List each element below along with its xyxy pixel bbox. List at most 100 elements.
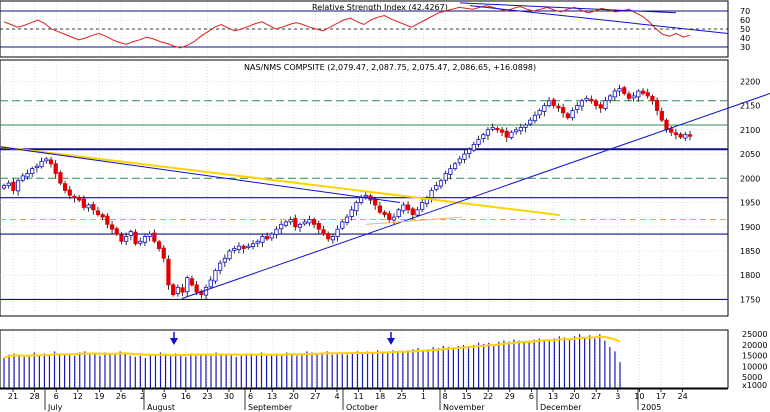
candle-body bbox=[363, 194, 368, 198]
candle-body bbox=[358, 197, 364, 203]
x-day-label: 6 bbox=[248, 392, 253, 401]
rsi-tick-label: 40 bbox=[740, 34, 750, 43]
price-tick-label: 2000 bbox=[740, 174, 760, 183]
price-title: NAS/NMS COMPSITE (2,079.47, 2,087.75, 2,… bbox=[244, 63, 536, 72]
candle-body bbox=[218, 262, 223, 271]
volume-tick-label: 25000 bbox=[742, 330, 767, 339]
candle-body bbox=[528, 119, 533, 125]
trendline bbox=[0, 146, 401, 204]
candle-body bbox=[349, 209, 354, 217]
rsi-tick-label: 70 bbox=[740, 7, 750, 16]
x-month-label: August bbox=[147, 403, 175, 412]
candle-body bbox=[467, 148, 472, 154]
candle-body bbox=[669, 128, 674, 133]
candle-body bbox=[232, 248, 237, 251]
rsi-tick-label: 30 bbox=[740, 43, 750, 52]
x-day-label: 22 bbox=[483, 392, 493, 401]
candle-body bbox=[260, 236, 265, 243]
candle-body bbox=[307, 219, 312, 224]
candle-body bbox=[438, 180, 444, 187]
volume-average-line bbox=[3, 335, 621, 359]
x-day-label: 26 bbox=[116, 392, 126, 401]
candle-body bbox=[62, 183, 68, 191]
candle-body bbox=[175, 286, 180, 295]
price-tick-label: 2150 bbox=[740, 102, 760, 111]
candle-body bbox=[161, 247, 166, 259]
candle-body bbox=[579, 100, 585, 107]
candle-body bbox=[147, 233, 152, 237]
candle-body bbox=[405, 204, 411, 211]
candle-body bbox=[95, 210, 101, 216]
candle-body bbox=[514, 129, 519, 133]
candle-body bbox=[72, 195, 77, 199]
x-day-label: 29 bbox=[505, 392, 515, 401]
candle-body bbox=[166, 258, 171, 286]
candle-body bbox=[109, 224, 115, 230]
candle-body bbox=[274, 228, 279, 235]
candle-body bbox=[344, 216, 350, 223]
candle-body bbox=[650, 96, 655, 102]
candle-body bbox=[565, 113, 570, 119]
volume-tick-label: x1000 bbox=[742, 381, 767, 390]
candle-body bbox=[391, 216, 397, 221]
candle-body bbox=[452, 163, 458, 170]
candle-body bbox=[476, 139, 481, 145]
candle-body bbox=[499, 129, 505, 133]
candle-body bbox=[551, 99, 556, 107]
x-month-label: July bbox=[47, 403, 63, 412]
x-day-label: 8 bbox=[442, 392, 447, 401]
x-day-label: 28 bbox=[30, 392, 40, 401]
candle-body bbox=[255, 240, 260, 244]
x-day-label: 30 bbox=[224, 392, 234, 401]
candle-body bbox=[570, 110, 575, 119]
candle-body bbox=[86, 204, 91, 209]
x-month-label: November bbox=[443, 403, 485, 412]
candle-body bbox=[373, 199, 378, 206]
x-day-label: 20 bbox=[570, 392, 580, 401]
x-day-label: 25 bbox=[397, 392, 407, 401]
candle-body bbox=[429, 190, 434, 199]
candle-body bbox=[288, 219, 293, 223]
candle-body bbox=[457, 158, 462, 164]
candle-body bbox=[410, 208, 415, 216]
price-tick-label: 1950 bbox=[740, 199, 760, 208]
candle-body bbox=[203, 286, 209, 296]
candle-body bbox=[269, 233, 274, 239]
x-month-label: December bbox=[540, 403, 582, 412]
candle-body bbox=[659, 111, 664, 121]
x-day-label: 13 bbox=[548, 392, 558, 401]
rsi-tick-label: 60 bbox=[740, 16, 750, 25]
candle-body bbox=[420, 202, 425, 210]
candle-body bbox=[1, 185, 7, 189]
candle-body bbox=[490, 127, 495, 130]
candle-body bbox=[537, 110, 542, 116]
candle-body bbox=[297, 223, 303, 228]
x-day-label: 6 bbox=[529, 392, 534, 401]
candle-body bbox=[105, 215, 110, 225]
x-day-label: 23 bbox=[202, 392, 212, 401]
candle-body bbox=[265, 236, 270, 240]
candle-body bbox=[312, 219, 317, 225]
candle-body bbox=[222, 257, 227, 263]
candle-body bbox=[25, 173, 30, 178]
down-arrow-icon bbox=[170, 338, 178, 345]
candle-body bbox=[523, 124, 528, 128]
price-tick-label: 1800 bbox=[740, 271, 760, 280]
rsi-trendline bbox=[459, 2, 677, 14]
candle-body bbox=[655, 99, 660, 111]
candle-body bbox=[100, 214, 105, 218]
candle-body bbox=[354, 202, 359, 212]
candle-body bbox=[171, 284, 176, 296]
candle-body bbox=[518, 127, 523, 132]
x-day-label: 9 bbox=[162, 392, 167, 401]
candle-body bbox=[546, 100, 552, 107]
candle-body bbox=[683, 134, 688, 139]
candle-body bbox=[575, 105, 580, 110]
x-day-label: 27 bbox=[591, 392, 601, 401]
candle-body bbox=[227, 250, 232, 260]
x-day-label: 1 bbox=[421, 392, 426, 401]
volume-tick-label: 10000 bbox=[742, 362, 767, 371]
candle-body bbox=[561, 107, 566, 114]
